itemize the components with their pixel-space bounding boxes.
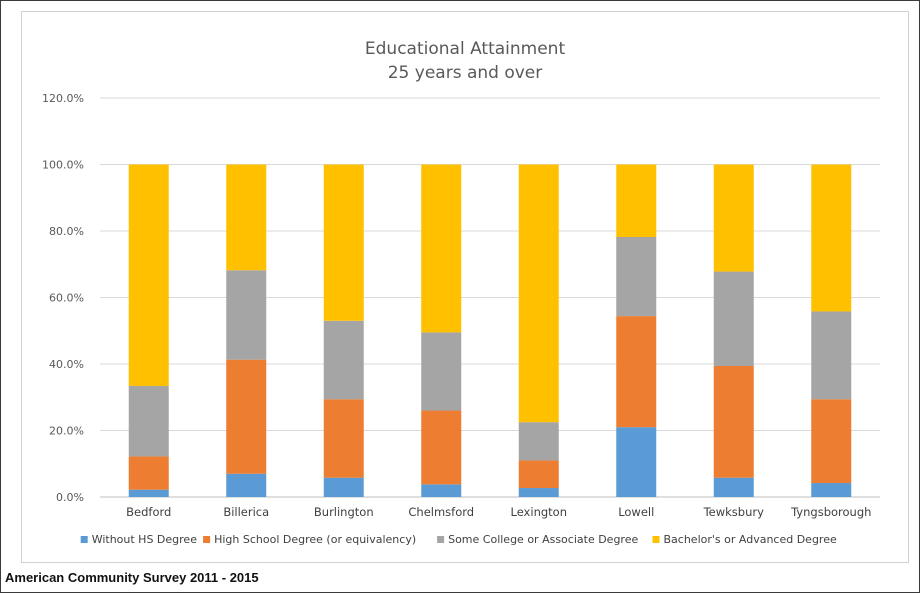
bar-segment-tyngsborough-1 xyxy=(811,483,852,497)
legend-swatch xyxy=(652,536,660,543)
bar-segment-bedford-1 xyxy=(128,489,169,497)
bar-segment-lowell-2 xyxy=(616,316,657,428)
x-tick-label: Tewksbury xyxy=(703,505,765,519)
bar-segment-burlington-1 xyxy=(323,477,364,497)
bar-segment-burlington-2 xyxy=(323,399,364,478)
y-tick-label: 0.0% xyxy=(56,491,84,504)
y-tick-label: 80.0% xyxy=(49,225,84,238)
bar-segment-tewksbury-3 xyxy=(713,271,754,366)
bar-segment-lexington-4 xyxy=(518,164,559,423)
chart-area: Educational Attainment 25 years and over 0… xyxy=(21,11,909,563)
bar-segment-chelmsford-3 xyxy=(421,332,462,411)
legend-label: Some College or Associate Degree xyxy=(448,533,638,546)
x-tick-label: Burlington xyxy=(314,505,374,519)
bar-segment-bedford-3 xyxy=(128,385,169,457)
bar-segment-billerica-2 xyxy=(226,359,267,474)
bar-segment-tyngsborough-3 xyxy=(811,311,852,400)
bar-segment-lowell-1 xyxy=(616,427,657,497)
bar-segment-chelmsford-2 xyxy=(421,410,462,485)
bar-segment-lowell-3 xyxy=(616,236,657,317)
bar-segment-lexington-2 xyxy=(518,460,559,489)
legend-swatch xyxy=(203,536,211,543)
y-tick-label: 120.0% xyxy=(42,92,84,105)
bar-segment-tewksbury-1 xyxy=(713,477,754,497)
legend-label: Bachelor's or Advanced Degree xyxy=(664,533,837,546)
x-tick-label: Billerica xyxy=(223,505,269,519)
x-tick-label: Bedford xyxy=(126,505,171,519)
x-tick-label: Chelmsford xyxy=(408,505,474,519)
x-tick-label: Lowell xyxy=(618,505,654,519)
bar-segment-chelmsford-4 xyxy=(421,164,462,333)
bar-segment-tewksbury-4 xyxy=(713,164,754,272)
y-tick-label: 100.0% xyxy=(42,159,84,172)
y-tick-label: 20.0% xyxy=(49,425,84,438)
bar-segment-burlington-3 xyxy=(323,320,364,400)
bar-segment-tewksbury-2 xyxy=(713,365,754,478)
x-tick-label: Lexington xyxy=(510,505,567,519)
bar-segment-billerica-1 xyxy=(226,473,267,497)
legend-swatch xyxy=(80,536,88,543)
bar-segment-bedford-4 xyxy=(128,164,169,386)
chart-subtitle: 25 years and over xyxy=(388,63,543,83)
y-tick-label: 40.0% xyxy=(49,358,84,371)
legend-label: High School Degree (or equivalency) xyxy=(214,533,416,546)
bar-segment-tyngsborough-4 xyxy=(811,164,852,312)
bar-segment-billerica-3 xyxy=(226,270,267,360)
bar-segment-tyngsborough-2 xyxy=(811,399,852,484)
stacked-bar-chart: Educational Attainment 25 years and over 0… xyxy=(42,39,880,546)
bar-segment-lexington-1 xyxy=(518,488,559,497)
y-tick-label: 60.0% xyxy=(49,292,84,305)
bar-segment-chelmsford-1 xyxy=(421,484,462,497)
legend-label: Without HS Degree xyxy=(92,533,198,546)
bar-segment-lowell-4 xyxy=(616,164,657,237)
bar-segment-bedford-2 xyxy=(128,456,169,490)
source-note: American Community Survey 2011 - 2015 xyxy=(5,570,259,585)
bar-segment-billerica-4 xyxy=(226,164,267,271)
bar-segment-lexington-3 xyxy=(518,422,559,461)
x-tick-label: Tyngsborough xyxy=(790,505,871,519)
chart-title: Educational Attainment xyxy=(365,39,566,59)
bar-segment-burlington-4 xyxy=(323,164,364,321)
legend-swatch xyxy=(437,536,445,543)
